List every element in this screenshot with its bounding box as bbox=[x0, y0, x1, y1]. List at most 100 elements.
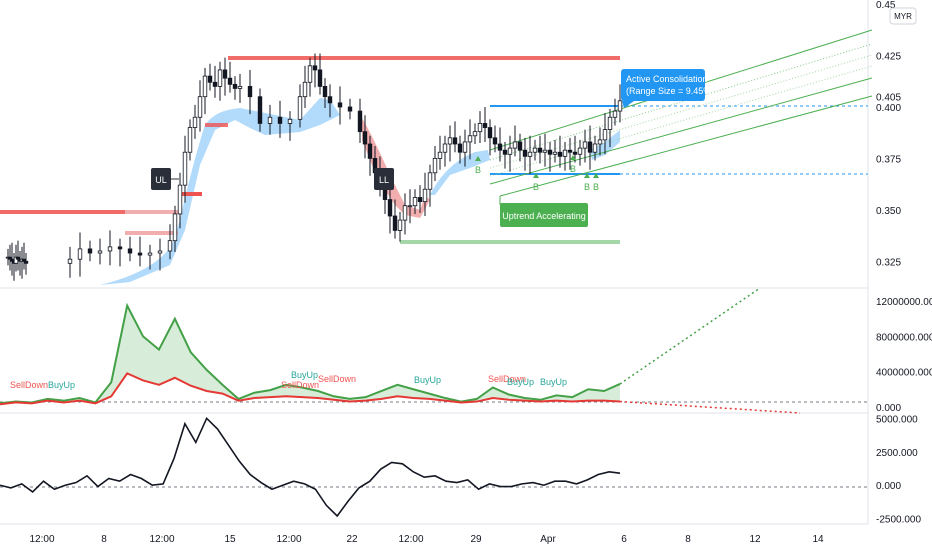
candle-body bbox=[232, 83, 238, 89]
channel-upper-mid bbox=[489, 43, 873, 161]
candle-body bbox=[557, 151, 563, 157]
candle-body bbox=[442, 143, 448, 153]
candle-body bbox=[587, 141, 593, 153]
candle-body bbox=[487, 127, 493, 139]
time-tick-label: 12:00 bbox=[398, 534, 423, 545]
price-tick-label: 0.325 bbox=[876, 257, 901, 268]
candle-body bbox=[202, 75, 208, 98]
flow-series bbox=[0, 287, 801, 414]
candle-body bbox=[422, 188, 428, 202]
time-tick-label: 6 bbox=[621, 534, 627, 545]
candle-body bbox=[137, 252, 143, 256]
signal-label: SellDown bbox=[10, 380, 48, 390]
candle-body bbox=[227, 77, 233, 85]
candle-body bbox=[387, 199, 393, 217]
candle-body bbox=[167, 240, 173, 252]
flow-series-green bbox=[0, 302, 621, 405]
candle-body bbox=[267, 116, 273, 124]
candle-body bbox=[512, 141, 518, 149]
candle-body bbox=[67, 258, 73, 264]
candle-body bbox=[572, 151, 578, 155]
b-marker-arrow bbox=[533, 173, 539, 178]
candle-body bbox=[502, 149, 508, 155]
b-marker-label: B bbox=[475, 165, 481, 175]
candle-body bbox=[467, 135, 473, 143]
candle-body bbox=[187, 127, 193, 153]
osc-tick-label: 2500.000 bbox=[876, 448, 918, 459]
candle-body bbox=[297, 96, 303, 120]
candle-body bbox=[552, 151, 558, 155]
flow-series-red bbox=[0, 372, 621, 406]
candle-body bbox=[462, 141, 468, 153]
osc-line bbox=[0, 416, 621, 518]
signal-label: SellDown bbox=[281, 380, 319, 390]
candle-body bbox=[532, 147, 538, 153]
candle-body bbox=[347, 106, 353, 112]
signal-label: BuyUp bbox=[291, 370, 318, 380]
candle-body bbox=[397, 219, 403, 231]
band-up-2 bbox=[430, 150, 490, 195]
time-tick-label: Apr bbox=[540, 534, 556, 545]
uptrend-label: Uptrend Accelerating bbox=[499, 196, 588, 227]
time-tick-label: 29 bbox=[470, 534, 482, 545]
candle-body bbox=[182, 151, 188, 186]
signal-label: BuyUp bbox=[48, 380, 75, 390]
candle-body bbox=[322, 86, 328, 98]
candle-body bbox=[567, 149, 573, 153]
band-up bbox=[100, 98, 340, 285]
callout-range: (Range Size = 9.45%) bbox=[626, 86, 714, 96]
price-tick-label: 0.350 bbox=[876, 206, 901, 217]
candle-body bbox=[617, 100, 623, 112]
ul-label: UL bbox=[151, 168, 179, 190]
candle-body bbox=[392, 215, 398, 231]
flow-tick-label: 4000000.000 bbox=[876, 368, 932, 379]
osc-axis: 5000.000 2500.000 0.000 -2500.000 bbox=[876, 414, 921, 525]
time-tick-label: 12:00 bbox=[29, 534, 54, 545]
candle-body bbox=[492, 137, 498, 145]
candle-body bbox=[327, 96, 333, 104]
candle-body bbox=[402, 205, 408, 221]
candle-body bbox=[87, 248, 93, 254]
candle-body bbox=[302, 81, 308, 98]
candle-body bbox=[597, 139, 603, 145]
candle-body bbox=[23, 260, 29, 264]
flow-axis: 12000000.000 8000000.000 4000000.000 0.000 bbox=[876, 297, 932, 414]
candle-body bbox=[497, 143, 503, 151]
candle-body bbox=[367, 143, 373, 159]
candle-body bbox=[482, 123, 488, 128]
oscillator-pane: 5000.000 2500.000 0.000 -2500.000 bbox=[0, 414, 921, 526]
price-tick-label: 0.375 bbox=[876, 154, 901, 165]
flow-fill bbox=[0, 305, 620, 405]
candle-body bbox=[412, 197, 418, 207]
time-tick-label: 12:00 bbox=[276, 534, 301, 545]
candle-body bbox=[257, 96, 263, 124]
b-marker-label: B bbox=[533, 182, 539, 192]
candle-body bbox=[452, 137, 458, 145]
candle-body bbox=[212, 81, 218, 87]
candle-body bbox=[362, 131, 368, 145]
candle-body bbox=[477, 123, 483, 133]
currency-badge[interactable]: MYR bbox=[889, 7, 917, 25]
candle-body bbox=[607, 116, 613, 130]
candle-body bbox=[287, 118, 293, 124]
candle-body bbox=[197, 96, 203, 118]
time-tick-label: 14 bbox=[812, 534, 824, 545]
consolidation-callout: Active Consolidation (Range Size = 9.45%… bbox=[621, 69, 714, 108]
flow-tick-label: 0.000 bbox=[876, 403, 901, 414]
flow-tick-label: 12000000.000 bbox=[876, 297, 932, 308]
candle-body bbox=[427, 172, 433, 190]
b-marker-arrow bbox=[475, 156, 481, 161]
signal-label: SellDown bbox=[318, 374, 356, 384]
candle-body bbox=[107, 246, 113, 252]
time-tick-label: 8 bbox=[685, 534, 691, 545]
candle-body bbox=[577, 147, 583, 155]
candle-body bbox=[547, 149, 553, 155]
candle-body bbox=[472, 131, 478, 137]
candle-body bbox=[222, 69, 228, 79]
candle-body bbox=[177, 184, 183, 215]
candle-body bbox=[592, 143, 598, 153]
price-axis: 0.45 0.425 0.400 0.375 0.350 0.325 bbox=[876, 0, 901, 268]
